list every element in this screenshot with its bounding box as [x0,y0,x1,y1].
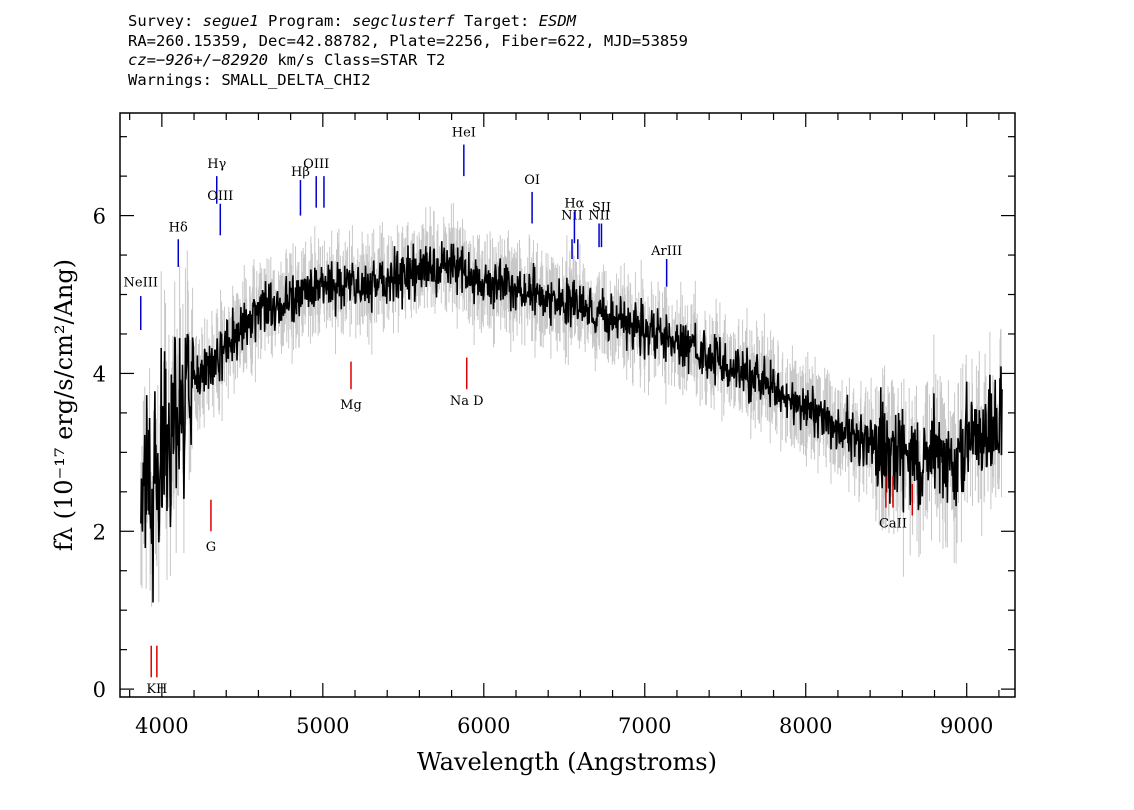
emission-line-label: HeI [452,126,476,141]
absorption-line-label: KH [146,682,167,697]
survey-value: segue1 [202,12,259,30]
header-line-warnings: Warnings: SMALL_DELTA_CHI2 [128,70,371,89]
emission-line-label: Hδ [169,220,188,235]
emission-line-label: OIII [207,189,233,204]
emission-line-label: NII [588,209,610,224]
y-tick-label: 0 [93,678,106,702]
target-value: ESDM [538,12,577,30]
emission-line-label: NeIII [124,276,158,291]
absorption-line-label: Mg [340,398,362,413]
y-tick-label: 6 [93,205,106,229]
y-axis-label: fλ (10⁻¹⁷ erg/s/cm²/Ang) [50,259,78,551]
spectrum-header: Survey: segue1 Program: segclusterf Targ… [128,12,688,90]
emission-line-label: OIII [303,157,329,172]
x-axis-label: Wavelength (Angstroms) [417,748,717,776]
target-label: Target: [464,12,530,30]
absorption-line-label: CaII [879,516,907,531]
emission-line-label: Hα [564,197,584,212]
error-band [140,202,1002,607]
error-bars [140,202,1002,607]
emission-line-label: Hβ [291,165,310,180]
x-tick-label: 4000 [135,714,188,738]
program-label: Program: [268,12,343,30]
absorption-line-label: Na D [450,394,484,409]
spectrum-line [140,241,1003,603]
y-tick-label: 4 [93,362,106,386]
survey-label: Survey: [128,12,194,30]
x-tick-label: 6000 [457,714,510,738]
spectrum-series [140,241,1003,603]
x-tick-label: 5000 [296,714,349,738]
plot-frame [119,112,1016,698]
header-line-redshift: cz=−926+/−82920 km/s Class=STAR T2 [128,51,688,71]
axis-ticks: 4000 5000 6000 7000 8000 9000 0 2 4 6 [93,113,1015,738]
header-line-survey: Survey: segue1 Program: segclusterf Targ… [128,12,688,32]
header-line-coordinates: RA=260.15359, Dec=42.88782, Plate=2256, … [128,31,688,50]
redshift-class: km/s Class=STAR T2 [267,51,446,70]
absorption-line-label: G [206,540,216,555]
emission-line-label: Hγ [207,157,226,172]
emission-line-label: OI [524,173,540,188]
redshift-value: cz=−926+/−82920 [128,51,268,70]
y-tick-label: 2 [93,520,106,544]
x-tick-label: 9000 [940,714,993,738]
emission-line-label: NII [561,209,583,224]
spectral-line-markers: NeIIIHδHγOIIIHβOIIIHeIOINIIHαNIISIIArIII… [124,126,914,697]
x-tick-label: 8000 [779,714,832,738]
program-value: segclusterf [352,12,455,30]
emission-line-label: ArIII [650,244,682,259]
x-tick-label: 7000 [618,714,671,738]
emission-line-label: SII [592,201,611,216]
